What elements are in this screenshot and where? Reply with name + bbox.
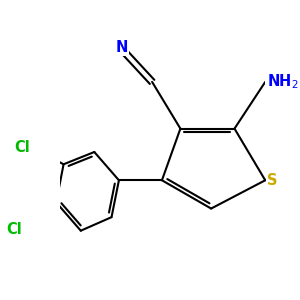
Text: Cl: Cl	[14, 140, 30, 154]
Text: N: N	[115, 40, 128, 55]
Text: S: S	[267, 173, 278, 188]
Text: Cl: Cl	[6, 222, 22, 237]
Text: NH$_2$: NH$_2$	[267, 73, 298, 91]
